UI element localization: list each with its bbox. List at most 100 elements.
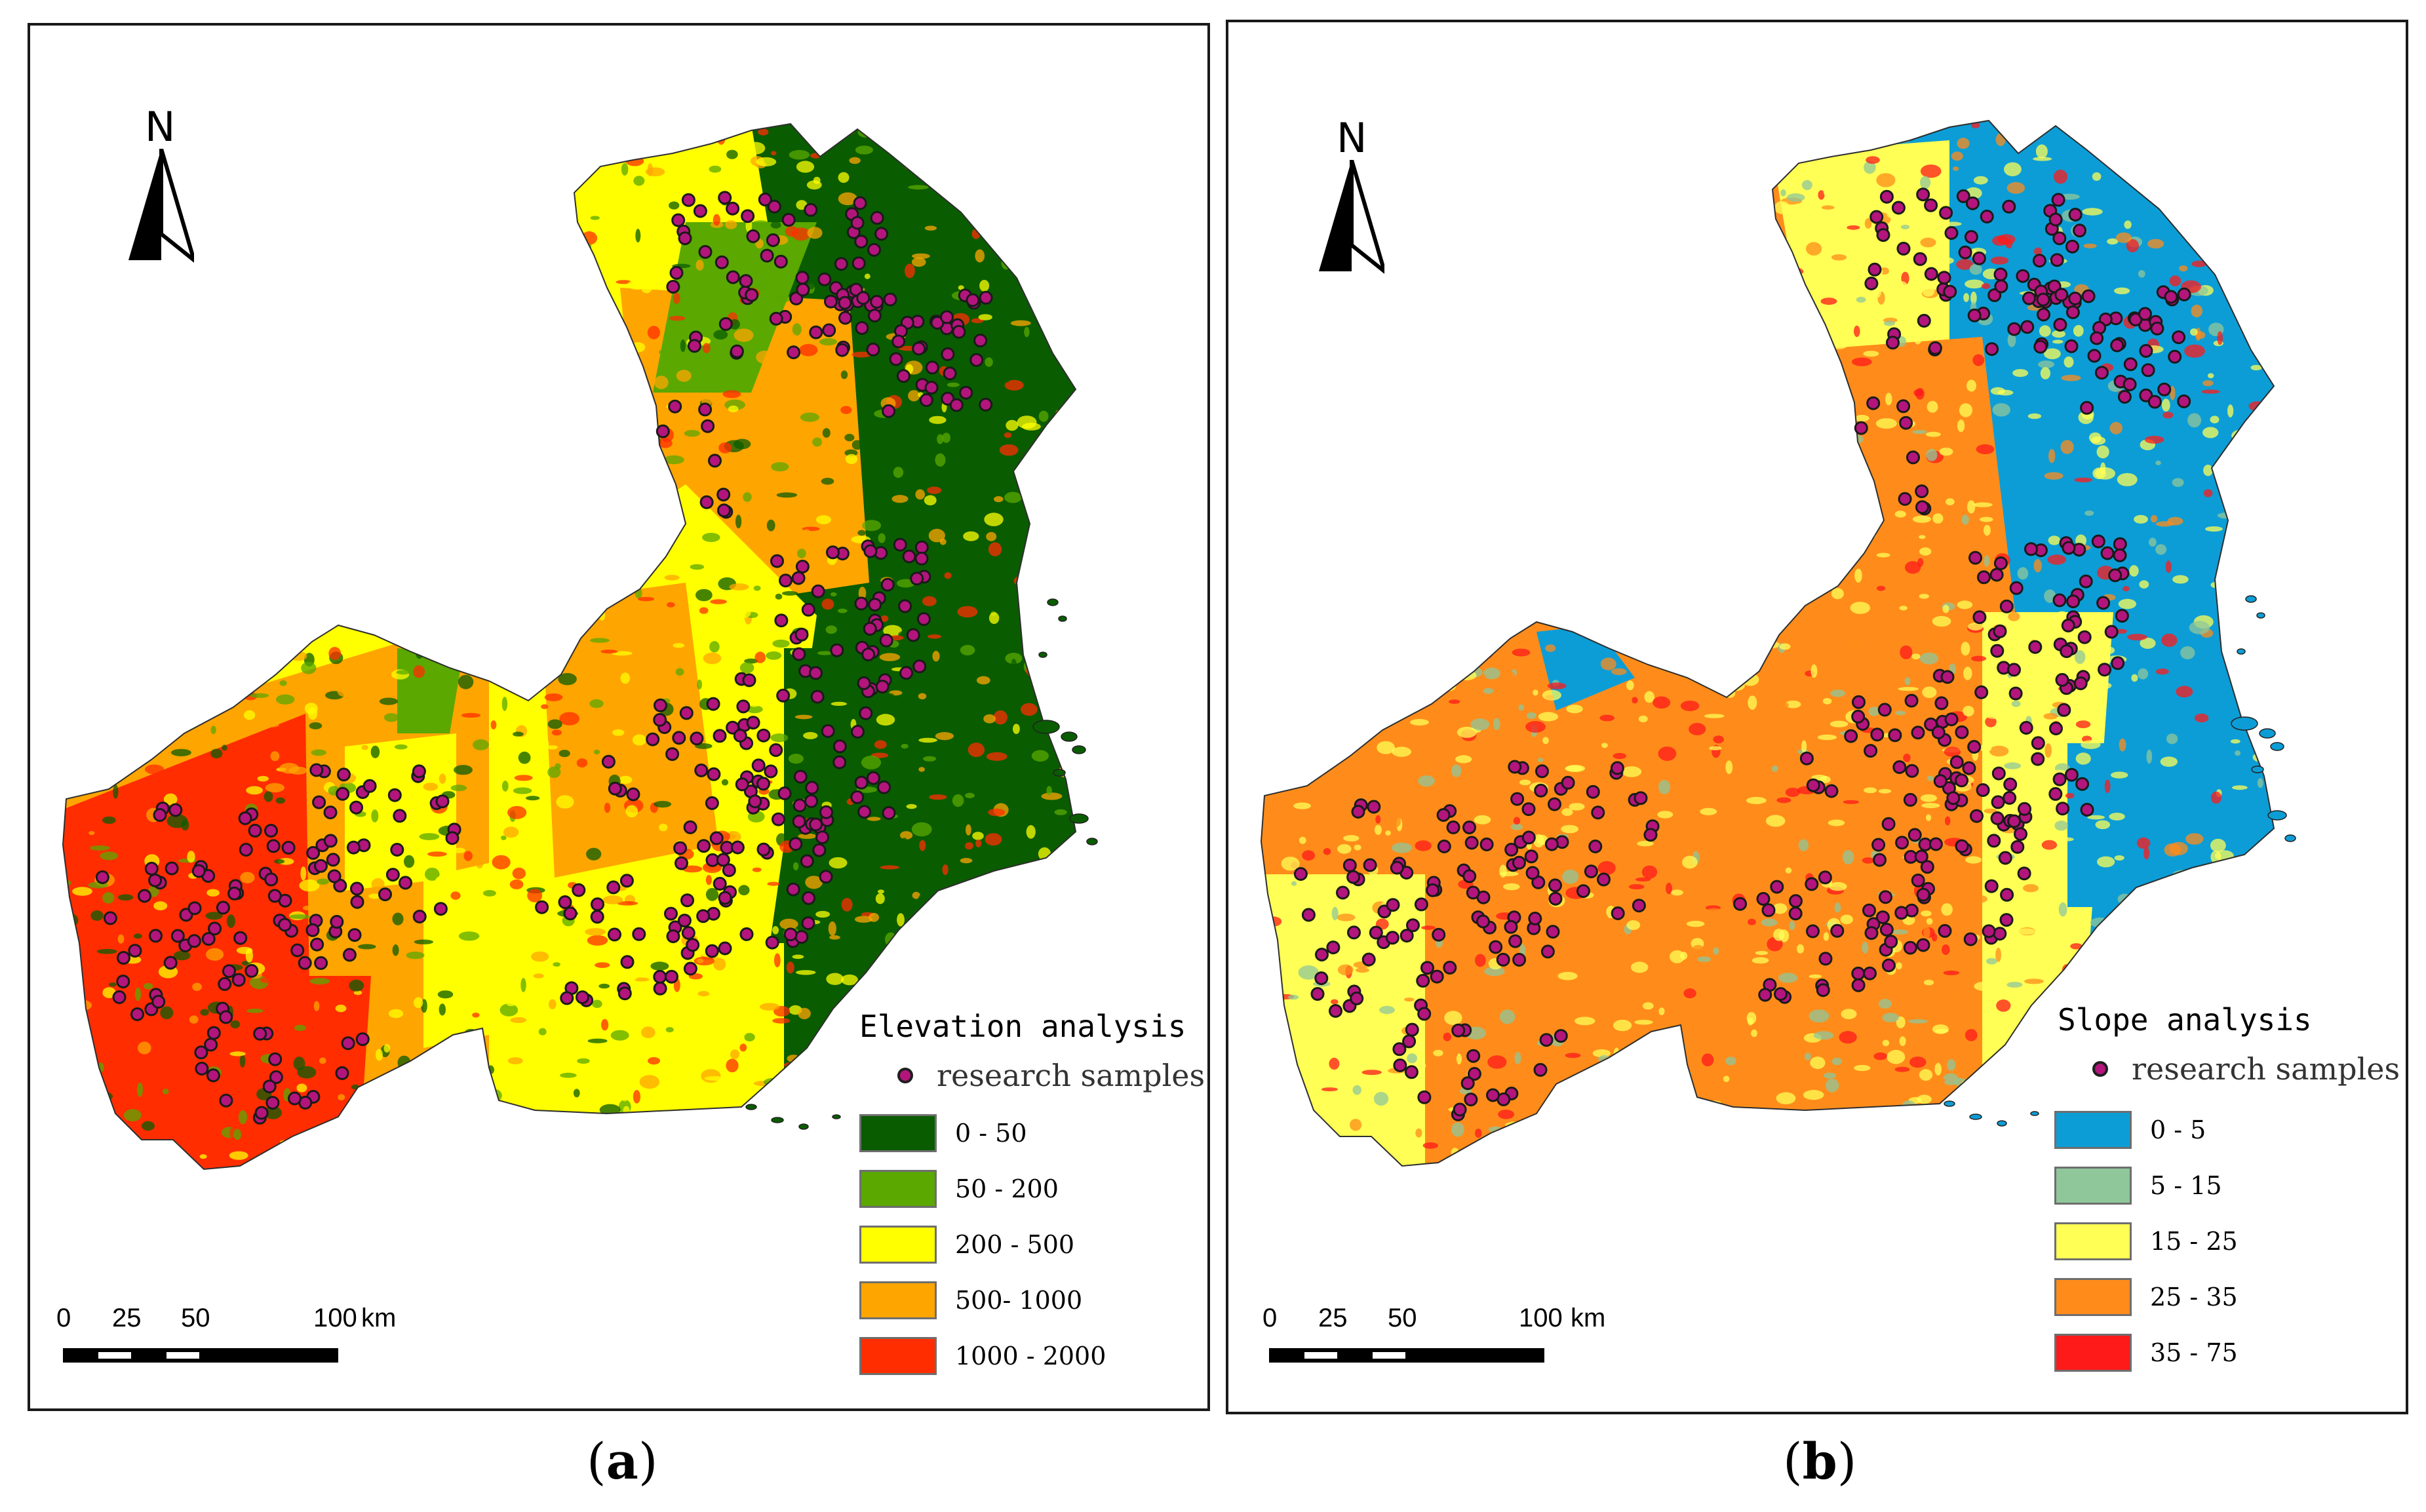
sample-point <box>1920 860 1934 874</box>
sample-point <box>170 929 185 943</box>
sample-point <box>1851 709 1866 724</box>
sample-point <box>786 882 800 897</box>
sample-point <box>2049 722 2063 735</box>
sample-point <box>1908 828 1922 842</box>
sample-point <box>2113 537 2127 551</box>
sample-point <box>1898 492 1912 506</box>
sample-point <box>875 680 890 694</box>
sample-point <box>323 834 338 848</box>
legend-title: Elevation analysis <box>859 1009 1186 1044</box>
sample-point <box>201 932 216 946</box>
sample-point <box>1903 940 1917 955</box>
sample-point <box>826 545 840 560</box>
sample-point <box>608 927 621 942</box>
sample-point <box>128 944 142 958</box>
legend-class-2: 200 - 500 <box>859 1225 1074 1264</box>
sample-point <box>1436 808 1451 822</box>
sample-point <box>130 1007 144 1021</box>
sample-point <box>1976 783 1990 797</box>
legend-class-0: 0 - 5 <box>2054 1110 2206 1150</box>
sample-point <box>1924 717 1938 731</box>
sample-point <box>2098 663 2112 677</box>
sample-point <box>1329 1004 1342 1018</box>
sample-point <box>882 404 896 418</box>
sample-point <box>253 1026 267 1041</box>
sample-point <box>781 212 796 227</box>
sample-point <box>697 839 711 853</box>
sample-point <box>1904 693 1919 708</box>
sample-point <box>891 334 906 349</box>
sample-point <box>1963 932 1978 946</box>
sample-point <box>2064 339 2079 353</box>
legend-swatch <box>859 1170 937 1208</box>
sample-point <box>1508 934 1523 948</box>
sample-point <box>2111 656 2125 670</box>
sample-point <box>435 794 450 809</box>
sample-point <box>165 861 179 876</box>
sample-point <box>1830 923 1845 938</box>
sample-point <box>699 495 714 509</box>
sample-point <box>1546 925 1560 939</box>
sample-point <box>2073 223 2087 238</box>
sample-point <box>187 901 202 916</box>
sample-point <box>1991 795 2005 809</box>
sample-point <box>1940 670 1955 684</box>
sample-point <box>1906 450 1920 465</box>
sample-point <box>2096 596 2111 610</box>
sample-point <box>838 296 852 310</box>
sample-point <box>1443 960 1457 975</box>
sample-point <box>1881 817 1896 831</box>
sample-point <box>787 345 801 360</box>
sample-point <box>794 627 809 642</box>
sample-point <box>1462 869 1477 883</box>
sample-point <box>1462 821 1476 834</box>
sample-point <box>306 845 321 860</box>
elevation-map-panel: N Elevation analysis research samples 0 … <box>28 23 1210 1411</box>
scale-tick-0: 0 <box>56 1304 71 1332</box>
scale-unit: km <box>361 1304 397 1332</box>
sample-point <box>2033 339 2048 354</box>
sample-point <box>756 777 770 791</box>
sample-point <box>1967 740 1982 754</box>
sample-point <box>1432 927 1446 942</box>
sample-point <box>1913 252 1927 266</box>
legend-swatch <box>2054 1278 2132 1316</box>
sample-point <box>298 956 312 970</box>
sample-point <box>694 764 709 777</box>
sample-point <box>1486 1088 1500 1102</box>
sample-point <box>1479 837 1494 851</box>
sample-point <box>1761 903 1776 918</box>
sample-point <box>795 560 810 573</box>
sample-point <box>792 647 806 661</box>
sample-point <box>1540 944 1555 959</box>
sample-point <box>1851 978 1866 992</box>
sample-point <box>696 909 711 923</box>
sample-point <box>1962 761 1976 775</box>
sample-point <box>898 599 912 613</box>
sample-point <box>1888 728 1902 743</box>
sample-point <box>1870 727 1885 742</box>
sample-point <box>896 369 910 383</box>
sample-point <box>218 977 232 991</box>
sample-point <box>1508 760 1522 774</box>
sample-point <box>2068 292 2083 305</box>
sample-point <box>619 874 634 888</box>
sample-point <box>802 891 816 905</box>
sample-point <box>902 549 916 564</box>
sample-point <box>879 633 893 648</box>
sample-point <box>765 935 779 950</box>
sample-point <box>1903 792 1917 807</box>
sample-point <box>741 209 755 223</box>
sample-point <box>1877 703 1892 717</box>
scale-tick-50: 50 <box>181 1304 210 1332</box>
legend-samples-label: research samples <box>2132 1051 2400 1087</box>
sample-point <box>671 213 686 227</box>
sample-point <box>673 841 688 855</box>
sample-point <box>766 233 780 247</box>
sample-point <box>800 854 814 868</box>
sample-point <box>572 883 586 897</box>
sample-point <box>1756 892 1771 906</box>
sample-point <box>867 309 882 322</box>
sample-point <box>2123 378 2137 391</box>
sample-point <box>2018 802 2031 816</box>
